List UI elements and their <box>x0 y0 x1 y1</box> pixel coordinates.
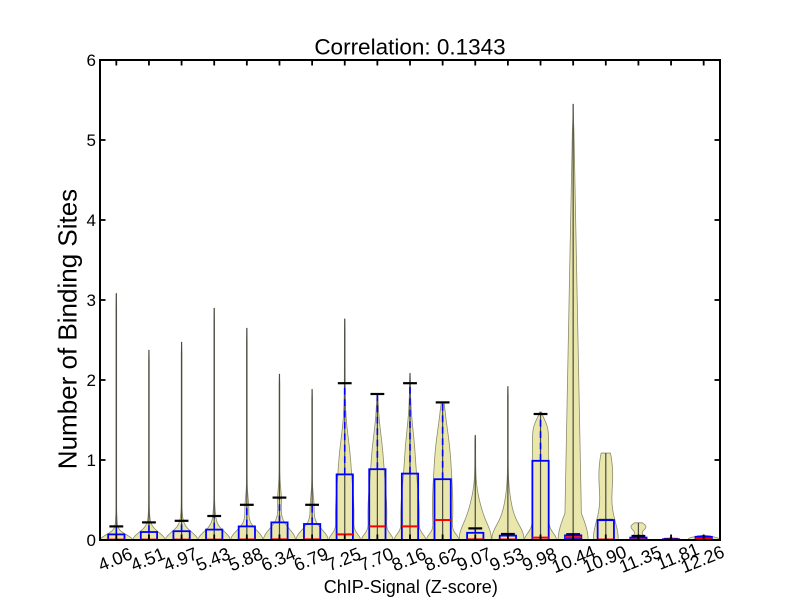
svg-text:3: 3 <box>87 291 96 310</box>
svg-text:6: 6 <box>87 51 96 70</box>
svg-text:0: 0 <box>87 531 96 550</box>
svg-text:Correlation: 0.1343: Correlation: 0.1343 <box>314 35 505 60</box>
svg-text:ChIP-Signal (Z-score): ChIP-Signal (Z-score) <box>324 577 498 597</box>
svg-text:5: 5 <box>87 131 96 150</box>
svg-text:4: 4 <box>87 211 96 230</box>
svg-text:2: 2 <box>87 371 96 390</box>
svg-text:1: 1 <box>87 451 96 470</box>
svg-text:Number of Binding Sites: Number of Binding Sites <box>53 189 83 469</box>
